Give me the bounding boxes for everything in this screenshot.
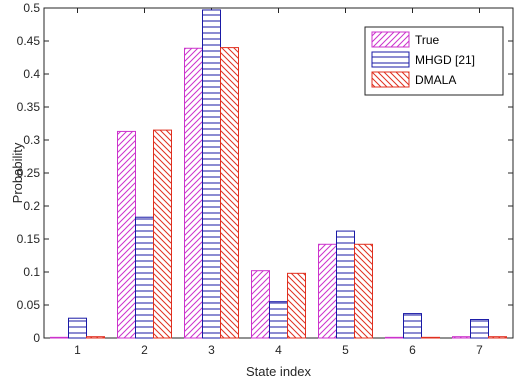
bar-dmala-state-1 [86, 336, 105, 339]
bar-dmala-state-7 [488, 336, 507, 339]
legend: True MHGD [21] DMALA [364, 26, 504, 96]
legend-swatch [371, 71, 410, 88]
bar-true-state-5 [318, 243, 337, 339]
bar-true-state-7 [452, 336, 471, 339]
bar-mhgd-21-state-7 [470, 319, 489, 339]
y-tick-label: 0.3 [23, 133, 40, 147]
x-axis-title: State index [246, 364, 312, 379]
bar-true-state-3 [184, 47, 203, 339]
legend-label: MHGD [21] [415, 53, 475, 67]
bar-mhgd-21-state-4 [269, 301, 288, 339]
bar-true-state-2 [117, 130, 136, 339]
bar-dmala-state-4 [287, 272, 306, 339]
bar-mhgd-21-state-3 [202, 9, 221, 339]
x-tick-label: 7 [476, 343, 483, 357]
legend-swatch [371, 31, 410, 48]
y-tick-label: 0.4 [23, 67, 40, 81]
x-tick-label: 3 [208, 343, 215, 357]
y-tick-label: 0 [33, 331, 40, 345]
bar-true-state-1 [50, 336, 69, 339]
bar-dmala-state-5 [354, 243, 373, 339]
bar-mhgd-21-state-5 [336, 230, 355, 339]
y-tick-label: 0.45 [17, 34, 41, 48]
bar-dmala-state-6 [421, 336, 440, 339]
y-tick-label: 0.5 [23, 1, 40, 15]
y-tick-label: 0.25 [17, 166, 41, 180]
x-tick-label: 4 [275, 343, 282, 357]
x-tick-label: 6 [409, 343, 416, 357]
y-axis-title: Probability [10, 142, 25, 203]
x-tick-label: 2 [141, 343, 148, 357]
legend-label: True [415, 33, 440, 47]
y-tick-label: 0.15 [17, 232, 41, 246]
x-tick-label: 5 [342, 343, 349, 357]
legend-swatch [371, 51, 410, 68]
legend-label: DMALA [415, 73, 456, 87]
bar-dmala-state-3 [220, 47, 239, 339]
bar-dmala-state-2 [153, 129, 172, 339]
bar-mhgd-21-state-1 [68, 317, 87, 339]
y-tick-label: 0.2 [23, 199, 40, 213]
x-tick-label: 1 [74, 343, 81, 357]
y-tick-label: 0.35 [17, 100, 41, 114]
bar-true-state-6 [385, 336, 404, 339]
y-tick-label: 0.1 [23, 265, 40, 279]
bar-mhgd-21-state-6 [403, 313, 422, 339]
bar-true-state-4 [251, 270, 270, 339]
y-tick-label: 0.05 [17, 298, 41, 312]
bar-mhgd-21-state-2 [135, 216, 154, 339]
